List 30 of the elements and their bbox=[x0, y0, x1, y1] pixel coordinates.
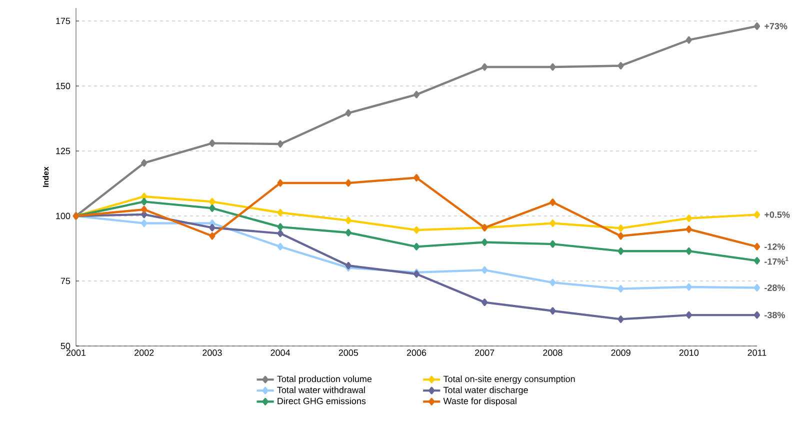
text: -38% bbox=[764, 312, 785, 318]
y-tick-label: 175 bbox=[56, 18, 70, 24]
x-tick-label: 2007 bbox=[475, 350, 494, 356]
y-tick-label: 75 bbox=[60, 278, 70, 284]
y-tick-label: 50 bbox=[60, 342, 70, 350]
text: -17%$^{1}$ bbox=[764, 256, 788, 265]
legend-label: Waste for disposal bbox=[443, 398, 516, 406]
y-tick-label: 100 bbox=[56, 212, 70, 220]
y-tick-label: 125 bbox=[56, 148, 70, 154]
text: -12% bbox=[764, 243, 785, 250]
x-tick-label: 2008 bbox=[543, 350, 562, 356]
x-tick-label: 2010 bbox=[679, 350, 699, 356]
legend-label: Total production volume bbox=[277, 376, 372, 384]
x-tick-label: 2011 bbox=[748, 350, 766, 356]
x-tick-label: 2006 bbox=[406, 350, 426, 356]
x-tick-label: 2003 bbox=[202, 350, 222, 356]
text: +73% bbox=[764, 23, 788, 30]
x-tick-label: 2004 bbox=[270, 350, 290, 356]
y-axis-title: Index bbox=[42, 166, 49, 187]
text: +0.5% bbox=[764, 212, 790, 218]
legend-label: Direct GHG emissions bbox=[278, 398, 366, 404]
x-tick-label: 2001 bbox=[66, 350, 86, 356]
x-tick-label: 2005 bbox=[338, 350, 358, 356]
y-tick-label: 150 bbox=[56, 82, 70, 90]
legend-label: Total water discharge bbox=[443, 386, 528, 395]
x-tick-label: 2002 bbox=[134, 350, 154, 356]
legend-label: Total water withdrawal bbox=[277, 386, 365, 394]
x-tick-label: 2009 bbox=[611, 350, 630, 356]
text: -28% bbox=[764, 284, 785, 291]
legend-label: Total on-site energy consumption bbox=[443, 376, 575, 384]
